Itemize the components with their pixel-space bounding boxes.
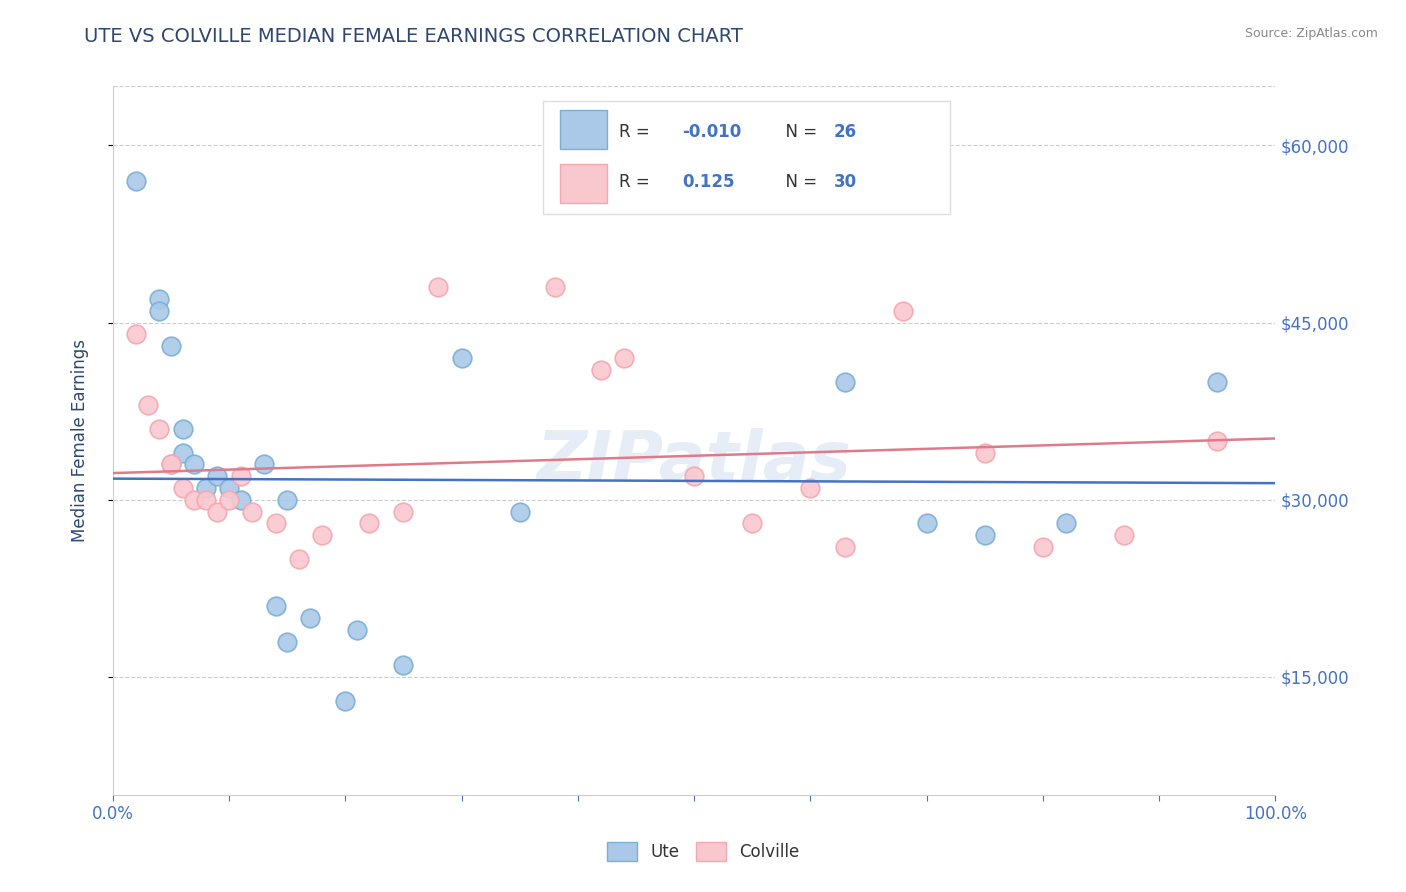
Point (218, 481, 240, 495)
Point (160, 339, 183, 353)
Point (357, 516, 380, 531)
Point (288, 551, 311, 566)
Point (427, 280, 450, 294)
Point (276, 634, 298, 648)
Point (172, 422, 194, 436)
Point (172, 445, 194, 459)
Point (148, 292, 170, 306)
Point (264, 599, 287, 613)
Point (183, 492, 205, 507)
Point (392, 658, 415, 673)
Point (207, 469, 229, 483)
FancyBboxPatch shape (561, 111, 607, 149)
Point (591, 363, 613, 377)
Text: Source: ZipAtlas.com: Source: ZipAtlas.com (1244, 27, 1378, 40)
Point (311, 528, 333, 542)
Point (450, 351, 472, 365)
Point (253, 458, 276, 472)
Point (346, 623, 368, 637)
Point (1206, 375, 1229, 389)
Point (172, 481, 194, 495)
Point (136, 398, 159, 412)
Point (299, 611, 322, 625)
Point (229, 492, 252, 507)
Text: R =: R = (619, 123, 655, 141)
Y-axis label: Median Female Earnings: Median Female Earnings (72, 339, 89, 542)
Point (335, 693, 357, 707)
Point (148, 303, 170, 318)
Text: -0.010: -0.010 (682, 123, 742, 141)
Point (915, 516, 938, 531)
Point (148, 422, 170, 436)
Point (834, 540, 856, 554)
Point (392, 505, 415, 519)
Point (973, 528, 995, 542)
Point (683, 469, 706, 483)
Point (240, 505, 263, 519)
Point (276, 492, 298, 507)
FancyBboxPatch shape (543, 101, 950, 214)
Point (891, 303, 914, 318)
Point (183, 458, 205, 472)
Point (125, 327, 148, 342)
Point (229, 469, 252, 483)
Point (613, 351, 636, 365)
Text: N =: N = (776, 173, 823, 191)
Legend: Ute, Colville: Ute, Colville (593, 829, 813, 875)
Point (799, 481, 821, 495)
Text: 0.125: 0.125 (682, 173, 735, 191)
Text: UTE VS COLVILLE MEDIAN FEMALE EARNINGS CORRELATION CHART: UTE VS COLVILLE MEDIAN FEMALE EARNINGS C… (84, 27, 744, 45)
Point (509, 505, 531, 519)
Text: R =: R = (619, 173, 659, 191)
Point (1206, 434, 1229, 448)
Point (834, 375, 856, 389)
Point (264, 516, 287, 531)
Point (160, 458, 183, 472)
Point (218, 492, 240, 507)
Text: 26: 26 (834, 123, 856, 141)
Text: N =: N = (776, 123, 823, 141)
Point (973, 445, 995, 459)
Point (125, 174, 148, 188)
Point (1032, 540, 1054, 554)
Point (160, 458, 183, 472)
Point (543, 280, 565, 294)
Point (194, 481, 217, 495)
Point (1114, 528, 1136, 542)
Text: ZIPatlas: ZIPatlas (537, 428, 852, 495)
FancyBboxPatch shape (561, 163, 607, 202)
Point (1054, 516, 1077, 531)
Text: 30: 30 (834, 173, 856, 191)
Point (741, 516, 763, 531)
Point (207, 505, 229, 519)
Point (194, 492, 217, 507)
